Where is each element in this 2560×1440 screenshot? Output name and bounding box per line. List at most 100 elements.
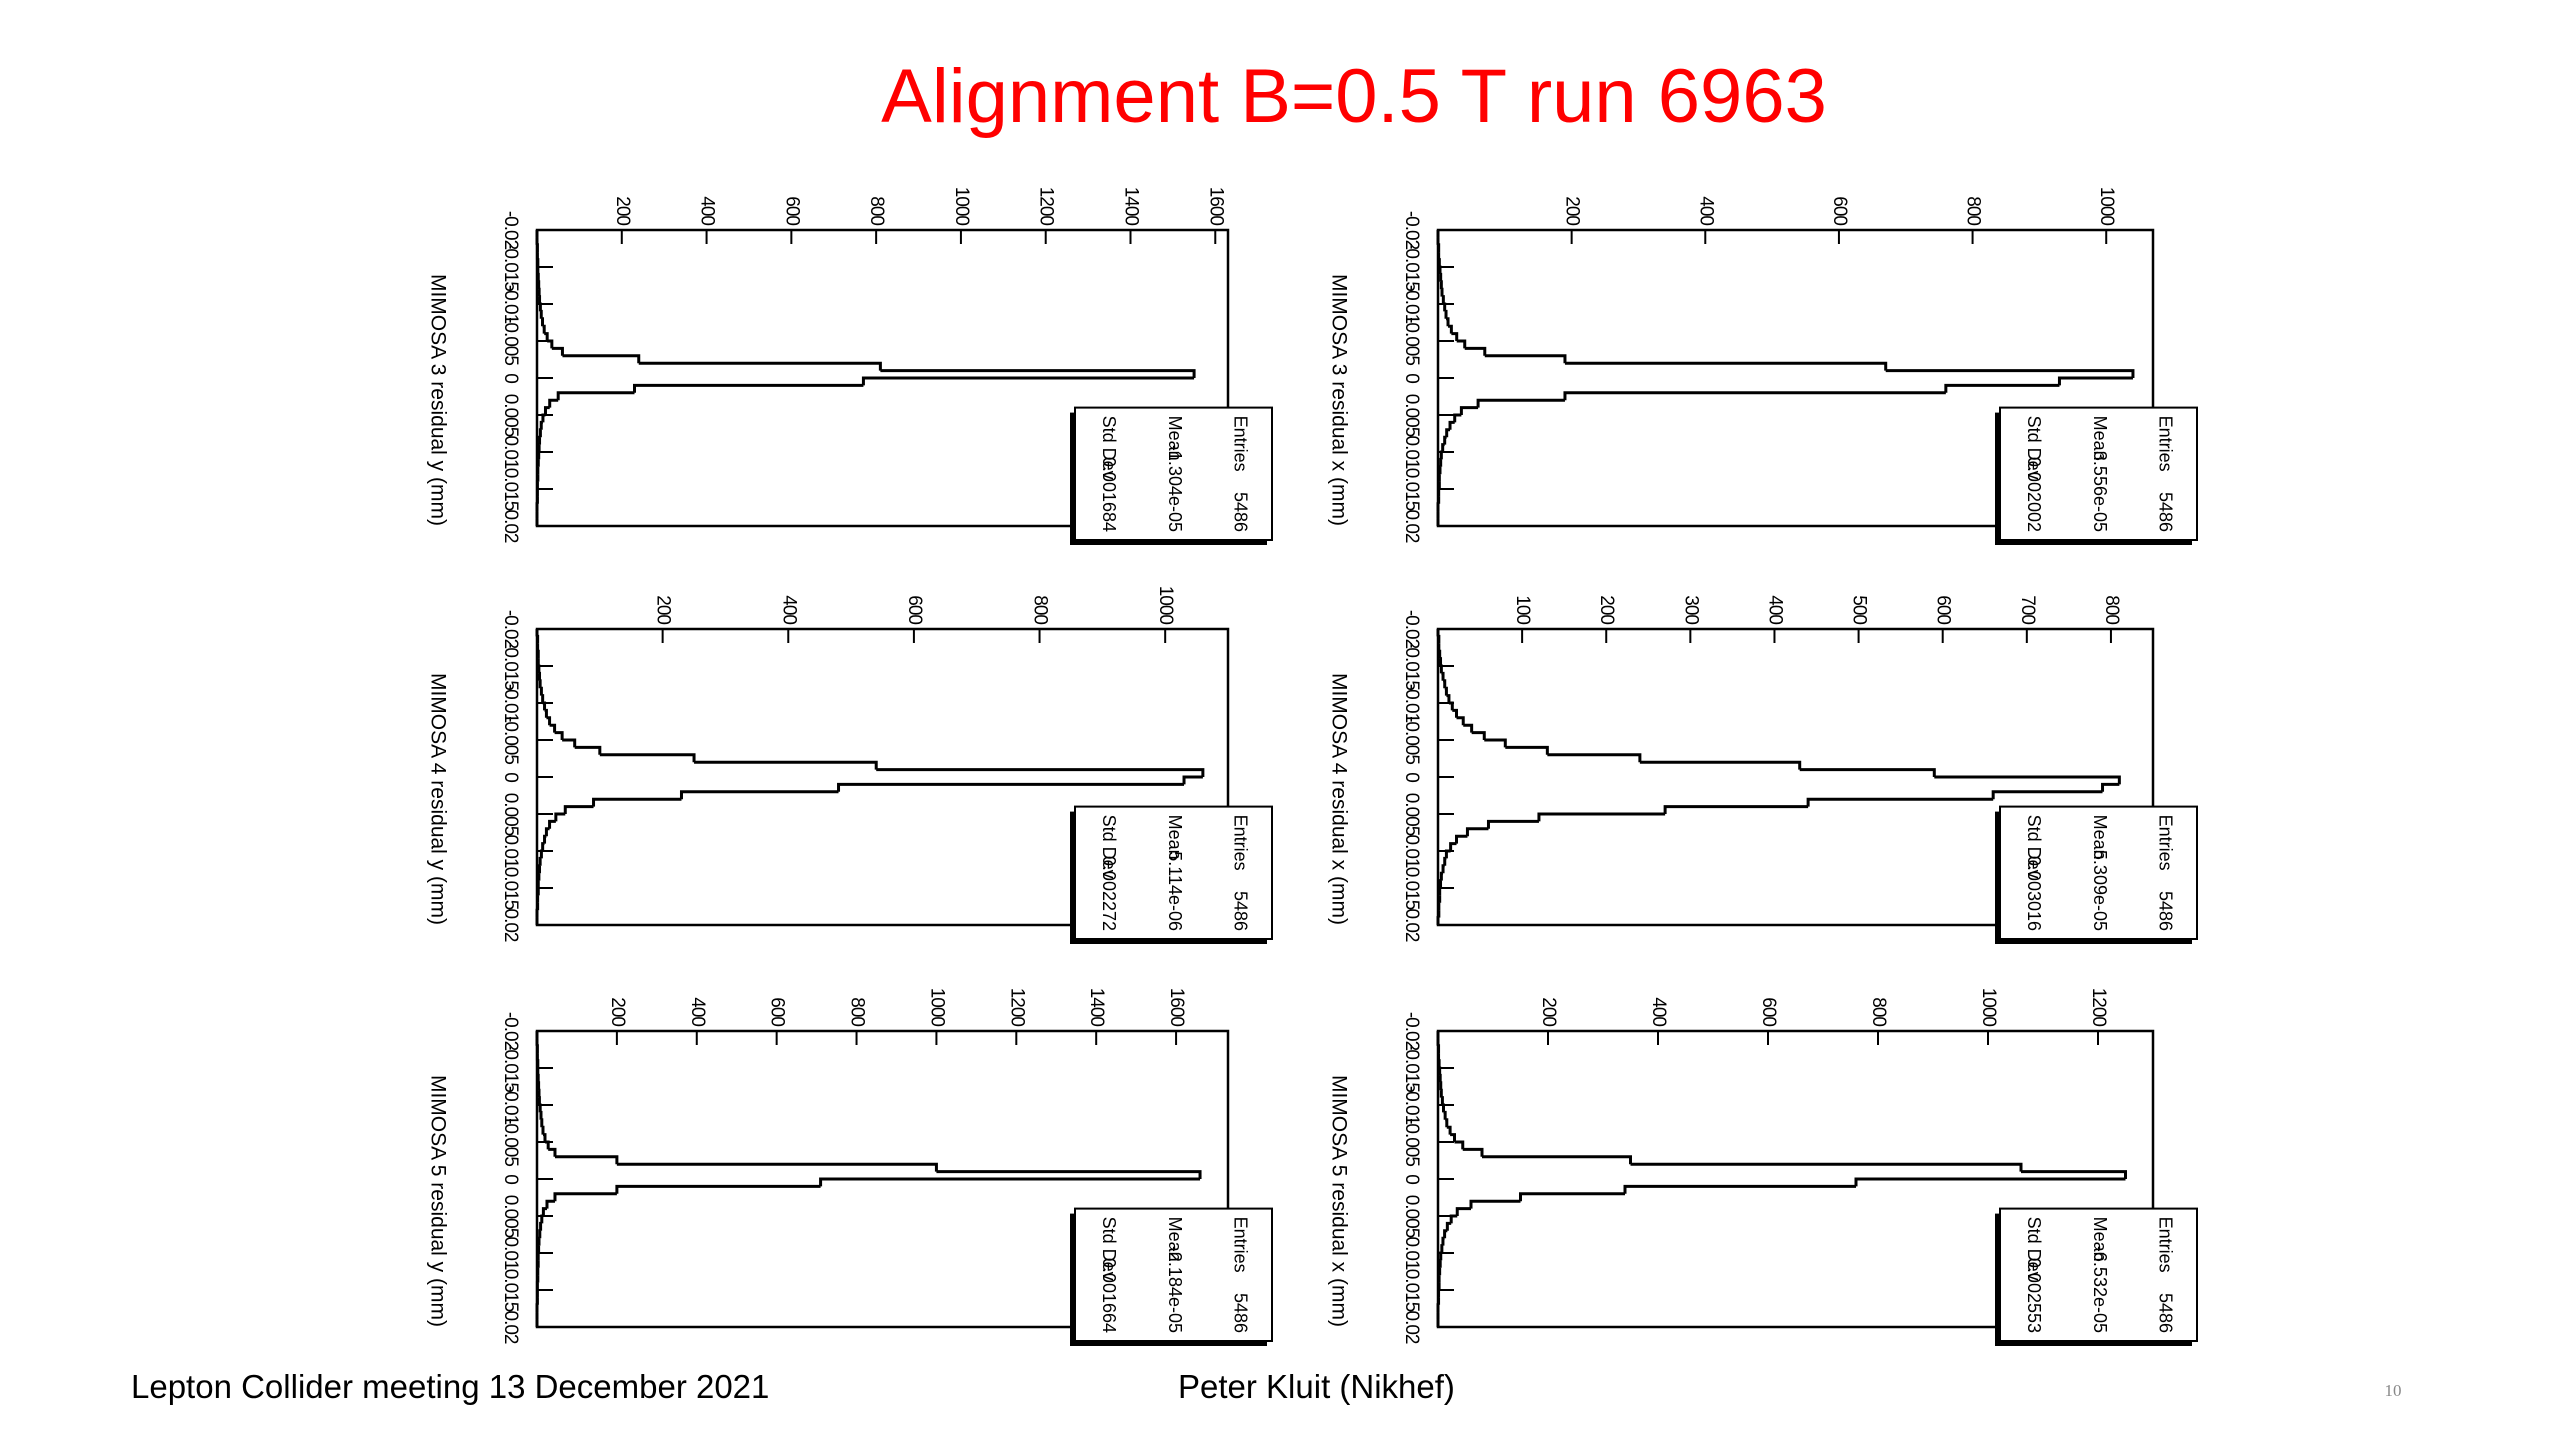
histogram-bin xyxy=(1444,686,1448,696)
y-tick-label: 1000 xyxy=(951,187,972,226)
stats-label: Std Dev xyxy=(1099,416,1119,480)
x-tick-label: 0.02 xyxy=(1401,510,1422,543)
histogram-bin xyxy=(1452,708,1459,718)
x-axis-title: MIMOSA 3 residual x (mm) xyxy=(1327,274,1350,526)
stats-label: Entries xyxy=(1230,416,1250,472)
histogram-bin xyxy=(538,435,542,445)
histogram-bin xyxy=(544,708,548,718)
x-tick-label: 0.01 xyxy=(1401,835,1422,868)
plot-frame xyxy=(535,627,1230,927)
histogram-bin xyxy=(615,1184,821,1194)
histogram-bin xyxy=(1464,346,1487,356)
histogram-bin xyxy=(546,716,552,726)
x-axis-title: MIMOSA 5 residual y (mm) xyxy=(426,1075,449,1327)
x-tick-label: -0.015 xyxy=(500,1044,521,1092)
histogram-bin xyxy=(1799,768,1936,777)
histogram-bin xyxy=(1459,406,1479,415)
histogram-bin xyxy=(1547,753,1642,763)
x-tick-label: -0.005 xyxy=(500,716,521,764)
histogram-bin xyxy=(1519,1192,1625,1202)
histogram-bin xyxy=(1439,280,1443,290)
histogram-panel: 100 200 300 400 500 600 700 800 -0.02-0.015-0.01… xyxy=(1327,595,2198,944)
y-tick-label: 400 xyxy=(778,595,799,624)
histogram-bin xyxy=(1438,1066,1442,1076)
histogram-bin xyxy=(554,812,566,822)
histogram-bin xyxy=(1437,472,1441,482)
stats-value: 5486 xyxy=(1230,891,1250,931)
histogram-bin xyxy=(1438,465,1442,475)
histogram-bin xyxy=(554,731,564,740)
histogram-bin xyxy=(1440,1244,1444,1253)
histogram-bin xyxy=(1441,864,1445,874)
x-tick-label: -0.005 xyxy=(500,317,521,365)
x-tick-label: -0.01 xyxy=(1401,285,1422,324)
histogram-bin xyxy=(1442,1103,1445,1113)
stats-label: Entries xyxy=(2155,815,2175,871)
y-tick-label: 1000 xyxy=(2096,187,2117,226)
y-tick-label: 1400 xyxy=(1120,187,1141,226)
y-tick-label: 100 xyxy=(1512,595,1533,624)
histogram-bin xyxy=(1445,428,1451,438)
x-axis-title: MIMOSA 3 residual y (mm) xyxy=(426,274,449,526)
x-tick-label: 0.02 xyxy=(500,1311,521,1344)
histogram-bin xyxy=(1455,834,1468,844)
histogram-bin xyxy=(1469,1199,1521,1209)
histogram-bin xyxy=(880,369,1196,378)
histogram-bin xyxy=(548,1147,557,1157)
histogram-bin xyxy=(2021,1170,2127,1179)
stats-label: Mean xyxy=(2090,1217,2110,1262)
x-tick-label: -0.02 xyxy=(1401,1012,1422,1051)
x-tick-label: 0.02 xyxy=(1401,909,1422,942)
y-tick-label: 800 xyxy=(1868,997,1889,1026)
y-tick-label: 1600 xyxy=(1166,988,1187,1027)
x-tick-label: -0.02 xyxy=(500,1012,521,1051)
histogram-bin xyxy=(538,302,542,312)
x-tick-label: -0.015 xyxy=(1401,1044,1422,1092)
histogram-bin xyxy=(1439,657,1443,666)
histogram-bin xyxy=(694,760,878,770)
x-tick-label: 0 xyxy=(1401,1174,1422,1184)
y-tick-label: 1000 xyxy=(1155,586,1176,625)
stats-label: Entries xyxy=(2155,416,2175,472)
y-tick-label: 500 xyxy=(1849,595,1870,624)
y-tick-label: 400 xyxy=(1764,595,1785,624)
histogram-bin xyxy=(539,686,543,696)
stats-label: Mean xyxy=(2090,416,2110,461)
histogram-bin xyxy=(1465,827,1489,837)
y-tick-label: 700 xyxy=(2017,595,2038,624)
histogram-bin xyxy=(536,879,540,888)
histogram-bin xyxy=(538,679,542,689)
y-tick-label: 1200 xyxy=(1006,988,1027,1027)
stats-box xyxy=(1074,406,1273,541)
histogram-bin xyxy=(1484,354,1567,364)
histogram-bin xyxy=(544,1140,550,1150)
histogram-bin xyxy=(556,391,635,401)
histogram-bin xyxy=(1471,731,1486,740)
x-tick-label: 0.01 xyxy=(500,436,521,469)
x-tick-label: -0.015 xyxy=(500,642,521,690)
stats-value: 5486 xyxy=(2155,891,2175,931)
page-number: 10 xyxy=(2385,1381,2402,1400)
y-tick-label: 800 xyxy=(1030,595,1051,624)
y-tick-label: 800 xyxy=(2101,595,2122,624)
histogram-bin xyxy=(574,745,602,755)
histogram-bin xyxy=(1663,805,1809,814)
histogram-bin xyxy=(638,361,882,371)
histogram-bin xyxy=(1438,1073,1442,1083)
plot-frame xyxy=(535,1029,1230,1329)
y-tick-label: 600 xyxy=(1933,595,1954,624)
histogram-bin xyxy=(1439,879,1443,888)
histogram-bin xyxy=(563,805,594,814)
histogram-bin xyxy=(1806,797,1994,807)
histogram-bin xyxy=(541,842,545,851)
histogram-bin xyxy=(1454,1140,1465,1150)
footer-center: Peter Kluit (Nikhef) xyxy=(1178,1368,1455,1405)
histogram-bin xyxy=(1623,1184,1856,1194)
x-tick-label: 0.01 xyxy=(1401,1237,1422,1270)
histogram-bin xyxy=(538,671,542,681)
histogram-bin xyxy=(544,827,550,837)
stats-label: Entries xyxy=(1230,1217,1250,1273)
histogram-bin xyxy=(837,782,1185,792)
histogram-bin xyxy=(1563,391,1946,401)
